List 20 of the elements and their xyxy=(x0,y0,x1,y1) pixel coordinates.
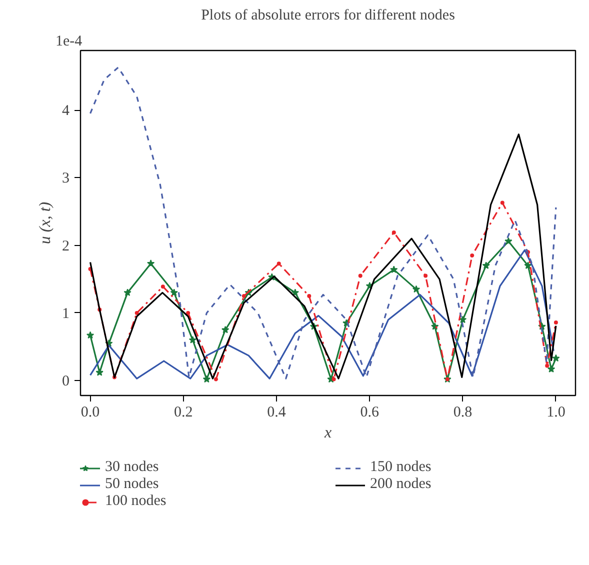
x-tick-label: 1.0 xyxy=(546,404,566,420)
text: 1e-4 xyxy=(56,34,83,50)
y-tick-label: 4 xyxy=(62,103,70,120)
y-tick-label: 0 xyxy=(62,374,70,390)
legend-label: 100 nodes xyxy=(105,493,168,510)
x-tick-label: 0.4 xyxy=(267,404,286,420)
y-tick-label: 2 xyxy=(62,238,70,254)
chart-title: Plots of absolute errors for different nodes xyxy=(201,8,456,24)
x-tick-label: 0.0 xyxy=(80,404,100,420)
y-axis-title: u (x, t) xyxy=(37,202,54,244)
y-tick-label: 1 xyxy=(62,306,70,322)
legend-label: 30 nodes xyxy=(105,459,160,476)
legend-label: 200 nodes xyxy=(370,476,432,493)
x-tick-label: 0.6 xyxy=(360,404,380,420)
legend-label: 150 nodes xyxy=(370,459,432,476)
x-tick-label: 0.8 xyxy=(453,404,472,420)
y-tick-label: 3 xyxy=(62,170,70,187)
legend-label: 50 nodes xyxy=(105,476,160,493)
x-tick-label: 0.2 xyxy=(174,404,193,420)
x-axis-title: x xyxy=(323,424,332,442)
